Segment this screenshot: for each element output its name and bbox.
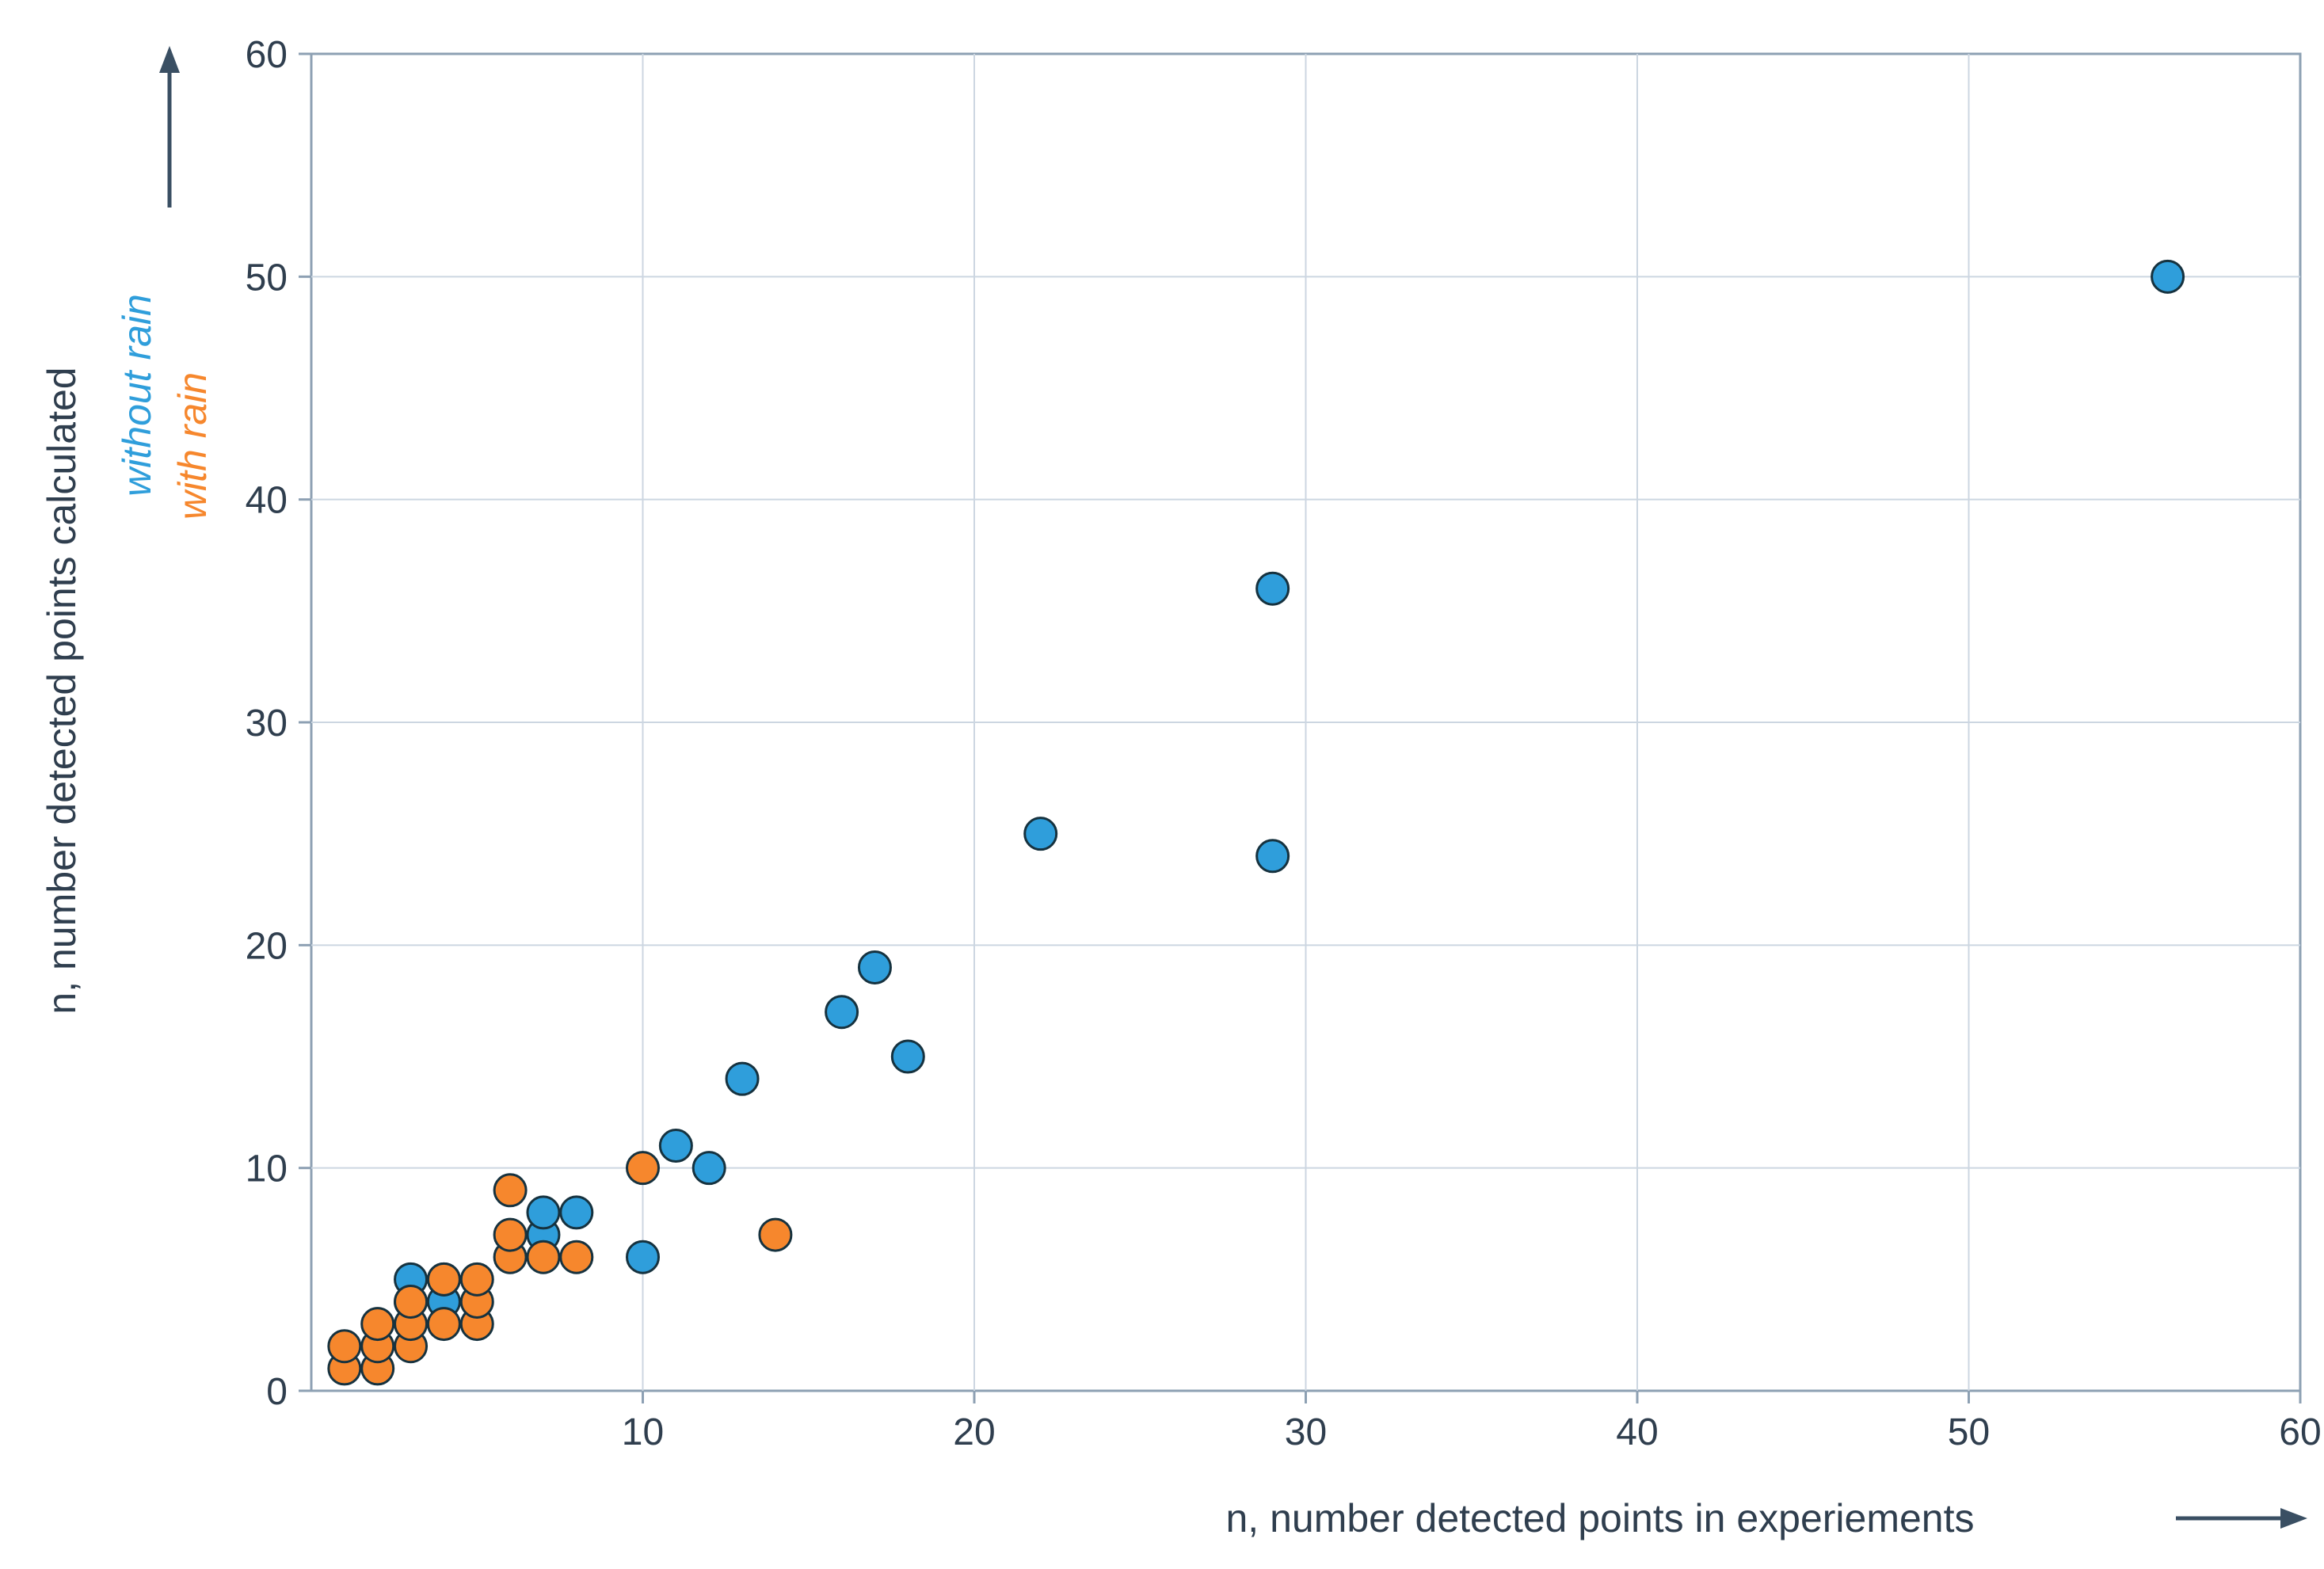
x-tick-label: 30 [1285,1411,1327,1453]
data-point-with-rain [394,1284,429,1319]
data-point-with-rain [526,1240,561,1274]
data-point-with-rain [327,1329,362,1364]
x-tick-label: 60 [2279,1411,2321,1453]
y-tick-label: 30 [246,703,288,745]
data-point-without-rain [825,995,859,1030]
y-tick-label: 60 [246,34,288,76]
x-tick-label: 10 [622,1411,664,1453]
y-tick-label: 40 [246,480,288,522]
data-point-without-rain [559,1195,594,1230]
data-point-without-rain [1023,817,1058,851]
data-point-without-rain [857,950,892,984]
y-axis-title: n, number detected points calculated [40,367,84,1015]
data-point-without-rain [658,1129,693,1163]
data-point-with-rain [559,1240,594,1274]
x-axis-title: n, number detected points in experiement… [1225,1496,1975,1540]
data-point-without-rain [626,1240,660,1274]
y-axis-series-label-with-rain: with rain [170,371,215,520]
data-point-with-rain [426,1307,461,1342]
data-point-without-rain [890,1039,925,1074]
x-tick-label: 50 [1948,1411,1990,1453]
x-tick-label: 40 [1616,1411,1658,1453]
y-axis-arrow-icon [159,46,180,208]
y-tick-label: 50 [246,257,288,299]
data-point-with-rain [426,1262,461,1297]
data-point-without-rain [691,1151,726,1186]
y-tick-label: 0 [266,1371,288,1413]
data-point-without-rain [526,1195,561,1230]
data-point-without-rain [1255,839,1290,874]
data-point-with-rain [493,1217,528,1252]
x-axis-arrow-icon [2176,1508,2307,1529]
data-point-without-rain [1255,571,1290,606]
y-axis-series-label-without-rain: without rain [115,294,159,497]
data-point-without-rain [725,1061,760,1096]
data-point-with-rain [360,1307,395,1342]
data-point-with-rain [626,1151,660,1186]
data-point-with-rain [758,1217,793,1252]
y-tick-label: 10 [246,1148,288,1190]
data-point-with-rain [493,1173,528,1208]
x-tick-label: 20 [953,1411,995,1453]
data-point-with-rain [459,1262,494,1297]
y-tick-label: 20 [246,925,288,967]
data-point-without-rain [2151,259,2185,294]
